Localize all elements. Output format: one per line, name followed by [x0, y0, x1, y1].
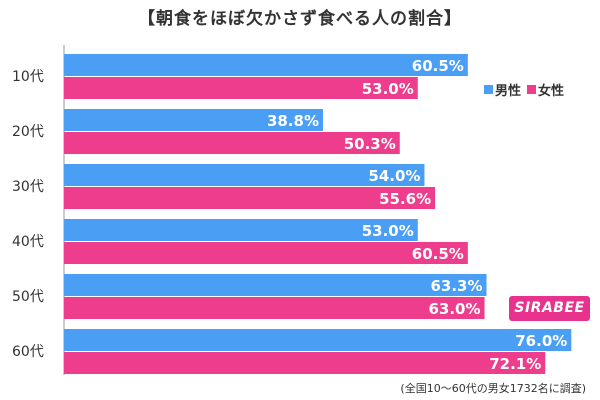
bar-female	[64, 297, 485, 319]
category-label: 10代	[12, 69, 44, 85]
legend: 男性 女性	[484, 80, 564, 99]
bar-label-male: 63.3%	[430, 277, 482, 295]
bar-male	[64, 54, 468, 76]
category-label: 60代	[12, 344, 44, 360]
chart-title: 【朝食をほぼ欠かさず食べる人の割合】	[138, 9, 462, 29]
legend-label-male: 男性	[495, 84, 522, 99]
bar-label-female: 63.0%	[428, 300, 480, 318]
bar-label-female: 72.1%	[489, 355, 541, 373]
bar-label-male: 38.8%	[267, 112, 319, 130]
legend-item-male: 男性	[484, 80, 521, 99]
bar-label-male: 53.0%	[362, 222, 414, 240]
bar-female	[64, 352, 546, 374]
bar-male	[64, 219, 418, 241]
bar-label-male: 76.0%	[515, 332, 567, 350]
bar-label-female: 53.0%	[362, 80, 414, 98]
legend-item-female: 女性	[527, 80, 564, 99]
legend-swatch-male	[484, 85, 493, 94]
footnote: (全国10～60代の男女1732名に調査)	[400, 382, 586, 395]
bar-female	[64, 77, 418, 99]
bar-male	[64, 329, 572, 351]
bar-male	[64, 109, 323, 131]
bar-label-male: 60.5%	[412, 57, 464, 75]
bar-label-female: 50.3%	[344, 135, 396, 153]
bar-female	[64, 242, 468, 264]
bar-female	[64, 132, 400, 154]
legend-label-female: 女性	[538, 84, 565, 99]
category-label: 40代	[12, 234, 44, 250]
category-label: 50代	[12, 289, 44, 305]
legend-swatch-female	[527, 85, 537, 94]
bar-label-female: 60.5%	[412, 245, 464, 263]
category-label: 20代	[12, 124, 44, 140]
bar-label-female: 55.6%	[379, 190, 431, 208]
sirabee-logo: SIRABEE	[509, 296, 590, 321]
bar-male	[64, 164, 425, 186]
bar-male	[64, 274, 487, 296]
category-label: 30代	[12, 179, 44, 195]
bar-label-male: 54.0%	[368, 167, 420, 185]
bar-female	[64, 187, 436, 209]
